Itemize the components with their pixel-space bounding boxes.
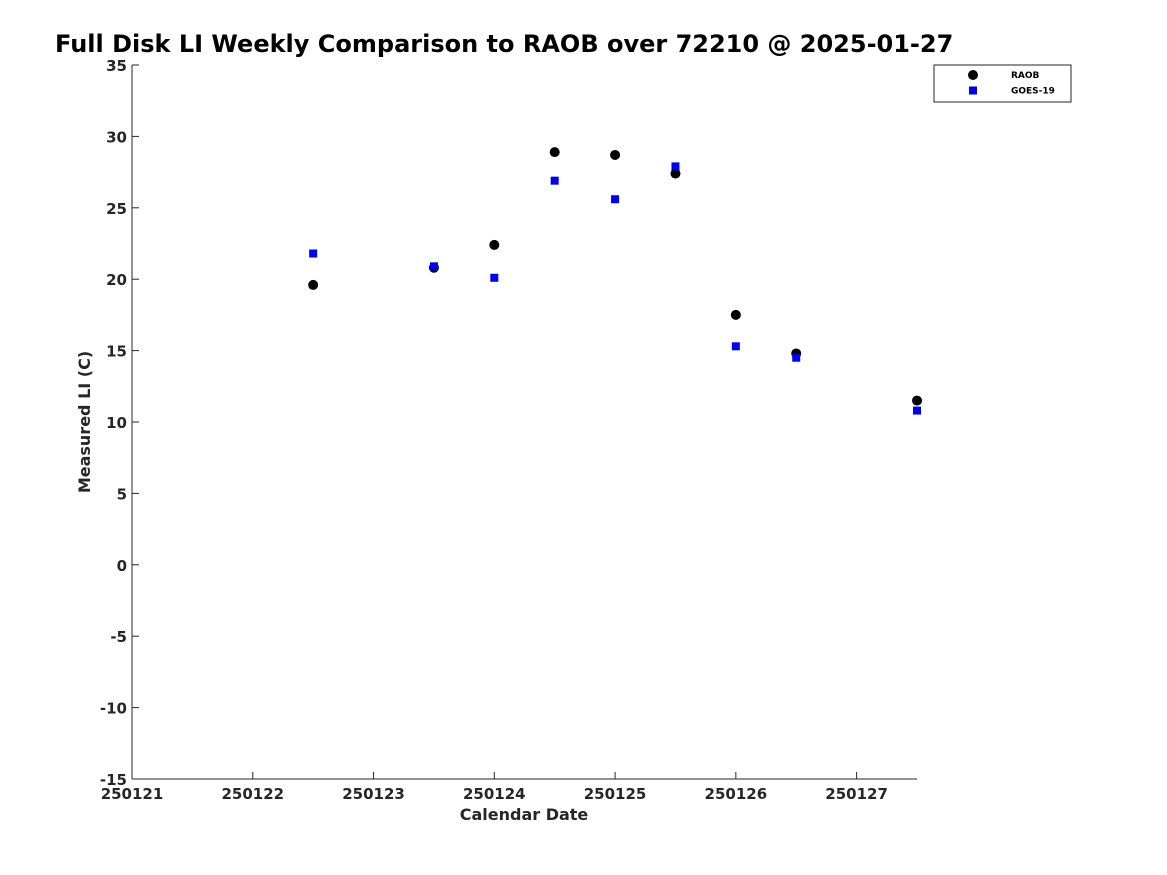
legend-label-goes-19: GOES-19 [1011,87,1055,97]
raob-point [670,168,681,179]
legend-marker-raob [968,70,978,80]
raob-point [912,395,922,406]
goes-19-point [490,273,499,282]
x-axis-ticks: 250121 250122 250123 250124 250125 250126 2501… [101,772,888,803]
y-tick-label: 10 [106,414,127,432]
x-tick-label: 250124 [463,785,526,803]
y-tick-label: -5 [110,628,127,646]
raob-point [549,147,560,158]
y-axis-ticks: 35 30 25 20 15 10 5 0 -5 -10 -15 [100,57,139,789]
legend: RAOB GOES-19 [933,64,1072,103]
raob-point [730,309,741,320]
raob-point [610,149,621,160]
y-tick-label: 25 [106,200,127,218]
y-tick-label: -15 [100,771,127,789]
y-tick-label: 15 [106,343,127,361]
goes-19-point [550,176,559,185]
goes-19-point [671,162,680,171]
goes-19-point [731,342,740,351]
y-tick-label: 35 [106,57,127,75]
raob-point [308,279,319,290]
chart-title: Full Disk LI Weekly Comparison to RAOB o… [55,30,953,58]
legend-marker-goes-19 [969,86,977,95]
x-tick-label: 250123 [342,785,405,803]
goes-19-point [429,262,438,271]
y-tick-label: -10 [100,700,127,718]
x-tick-label: 250125 [584,785,647,803]
raob-point [489,239,500,250]
y-axis-label: Measured LI (C) [75,351,94,493]
x-tick-label: 250121 [101,785,164,803]
goes-19-point [913,406,921,415]
x-tick-label: 250126 [705,785,768,803]
axes [131,65,917,780]
y-tick-label: 0 [117,557,127,575]
goes-19-point [611,195,620,204]
y-tick-label: 5 [117,485,127,503]
data-points [308,147,922,415]
x-axis-label: Calendar Date [460,805,589,824]
y-tick-label: 30 [106,128,127,146]
goes-19-point [309,249,318,258]
y-tick-label: 20 [106,271,127,289]
goes-19-point [792,353,801,362]
legend-box [933,64,1072,103]
x-tick-label: 250122 [221,785,284,803]
x-tick-label: 250127 [825,785,888,803]
legend-label-raob: RAOB [1011,71,1040,81]
